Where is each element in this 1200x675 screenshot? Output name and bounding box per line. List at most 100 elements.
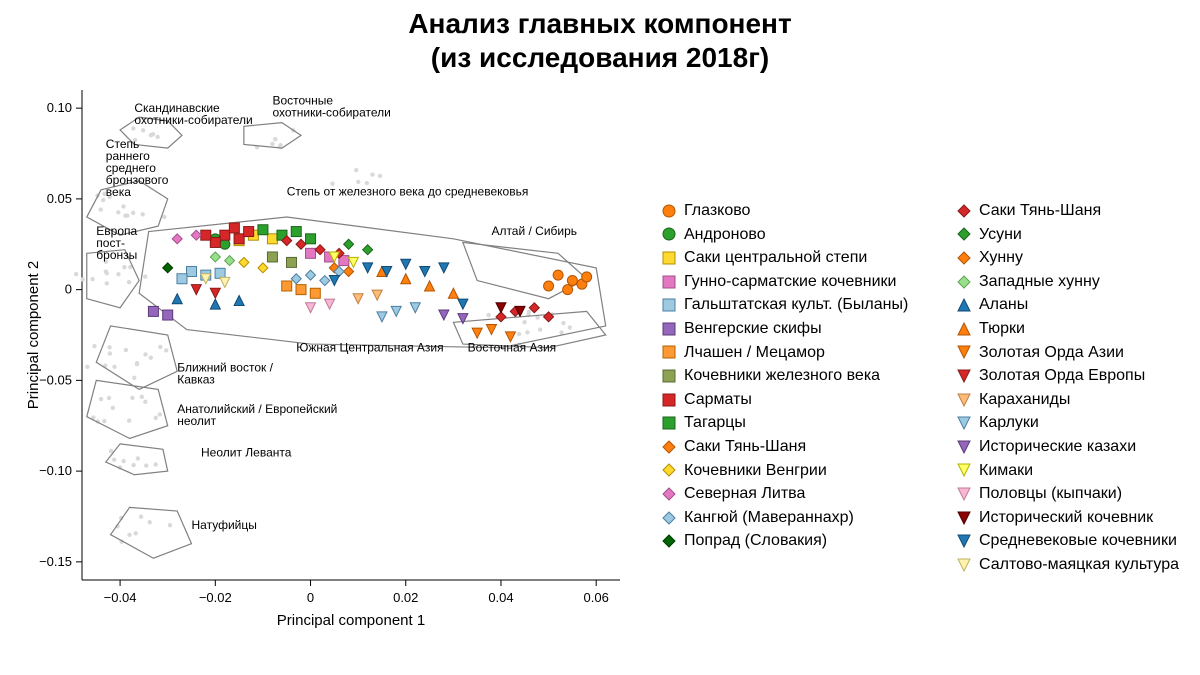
- legend-marker-icon: [660, 367, 678, 385]
- legend-item: Кангюй (Мавераннахр): [660, 507, 940, 529]
- legend-marker-icon: [955, 273, 973, 291]
- legend-item: Аланы: [955, 294, 1200, 316]
- legend-marker-icon: [660, 343, 678, 361]
- legend-marker-icon: [955, 320, 973, 338]
- x-tick-label: −0.04: [104, 590, 137, 605]
- legend-marker-icon: [660, 461, 678, 479]
- data-point: [296, 285, 306, 295]
- data-point: [310, 288, 320, 298]
- legend-item: Исторический кочевник: [955, 507, 1200, 529]
- legend-item: Саки Тянь-Шаня: [955, 200, 1200, 222]
- data-point: [210, 237, 220, 247]
- legend-marker-icon: [955, 343, 973, 361]
- legend-label: Тюрки: [979, 318, 1025, 340]
- legend-marker-icon: [955, 556, 973, 574]
- x-tick-label: 0.02: [393, 590, 418, 605]
- legend-marker-icon: [660, 485, 678, 503]
- data-point: [267, 234, 277, 244]
- cluster-outline-near-east: [96, 326, 177, 390]
- legend-item: Сарматы: [660, 389, 940, 411]
- legend-item: Попрад (Словакия): [660, 530, 940, 552]
- legend-item: Золотая Орда Европы: [955, 365, 1200, 387]
- legend-label: Исторические казахи: [979, 436, 1136, 458]
- background-point: [81, 277, 85, 281]
- y-tick-label: 0.05: [47, 191, 72, 206]
- data-point: [215, 268, 225, 278]
- legend-marker-icon: [660, 320, 678, 338]
- x-tick-label: −0.02: [199, 590, 232, 605]
- legend-label: Золотая Орда Азии: [979, 342, 1124, 364]
- legend-label: Андроново: [684, 224, 766, 246]
- legend-marker-icon: [955, 202, 973, 220]
- data-point: [258, 225, 268, 235]
- legend-label: Кангюй (Мавераннахр): [684, 507, 854, 529]
- legend-item: Салтово-маяцкая культура: [955, 554, 1200, 576]
- data-point: [148, 306, 158, 316]
- cluster-label: Алтай / Сибирь: [491, 224, 577, 238]
- legend-item: Лчашен / Мецамор: [660, 342, 940, 364]
- background-point: [92, 344, 96, 348]
- legend-item: Карлуки: [955, 412, 1200, 434]
- x-tick-label: 0.06: [584, 590, 609, 605]
- legend-label: Гальштатская культ. (Быланы): [684, 294, 908, 316]
- legend-label: Сарматы: [684, 389, 752, 411]
- data-point: [582, 272, 592, 282]
- legend-label: Саки центральной степи: [684, 247, 867, 269]
- legend-label: Золотая Орда Европы: [979, 365, 1145, 387]
- legend-marker-icon: [660, 296, 678, 314]
- legend-item: Глазково: [660, 200, 940, 222]
- legend-item: Венгерские скифы: [660, 318, 940, 340]
- legend-marker-icon: [955, 485, 973, 503]
- legend-label: Кочевники Венгрии: [684, 460, 827, 482]
- legend-item: Западные хунну: [955, 271, 1200, 293]
- data-point: [234, 234, 244, 244]
- cluster-label: Натуфийцы: [192, 518, 257, 532]
- legend-marker-icon: [660, 273, 678, 291]
- legend-marker-icon: [955, 249, 973, 267]
- y-tick-label: −0.15: [39, 554, 72, 569]
- legend-label: Средневековые кочевники: [979, 530, 1177, 552]
- legend-marker-icon: [955, 532, 973, 550]
- legend-marker-icon: [660, 532, 678, 550]
- data-point: [163, 310, 173, 320]
- legend-marker-icon: [660, 438, 678, 456]
- legend-marker-icon: [660, 202, 678, 220]
- title-line-2: (из исследования 2018г): [0, 42, 1200, 74]
- legend-item: Средневековые кочевники: [955, 530, 1200, 552]
- data-point: [567, 276, 577, 286]
- data-point: [286, 257, 296, 267]
- data-point: [220, 230, 230, 240]
- cluster-label: Неолит Леванта: [201, 446, 292, 460]
- cluster-label: Ближний восток /Кавказ: [177, 360, 273, 386]
- legend-item: Караханиды: [955, 389, 1200, 411]
- legend-label: Гунно-сарматские кочевники: [684, 271, 896, 293]
- legend-marker-icon: [660, 391, 678, 409]
- y-tick-label: −0.10: [39, 463, 72, 478]
- legend-column-2: Саки Тянь-ШаняУсуниХуннуЗападные хуннуАл…: [955, 200, 1200, 578]
- legend-label: Северная Литва: [684, 483, 805, 505]
- data-point: [306, 234, 316, 244]
- legend-item: Половцы (кыпчаки): [955, 483, 1200, 505]
- legend-label: Кимаки: [979, 460, 1033, 482]
- data-point: [291, 227, 301, 237]
- data-point: [244, 227, 254, 237]
- x-tick-label: 0.04: [488, 590, 513, 605]
- legend-label: Половцы (кыпчаки): [979, 483, 1122, 505]
- legend-column-1: ГлазковоАндроновоСаки центральной степиГ…: [660, 200, 940, 554]
- legend-item: Золотая Орда Азии: [955, 342, 1200, 364]
- legend-item: Гунно-сарматские кочевники: [660, 271, 940, 293]
- data-point: [177, 274, 187, 284]
- y-tick-label: 0: [65, 282, 72, 297]
- legend-label: Аланы: [979, 294, 1028, 316]
- data-point: [220, 239, 230, 249]
- legend-label: Хунну: [979, 247, 1023, 269]
- legend-item: Кочевники Венгрии: [660, 460, 940, 482]
- legend-label: Глазково: [684, 200, 750, 222]
- background-point: [85, 365, 89, 369]
- legend-marker-icon: [955, 391, 973, 409]
- y-axis-title: Principal component 2: [25, 261, 42, 409]
- legend-item: Тагарцы: [660, 412, 940, 434]
- legend-marker-icon: [955, 414, 973, 432]
- legend-item: Андроново: [660, 224, 940, 246]
- pca-scatter-plot: −0.04−0.0200.020.040.06−0.15−0.10−0.0500…: [20, 80, 640, 640]
